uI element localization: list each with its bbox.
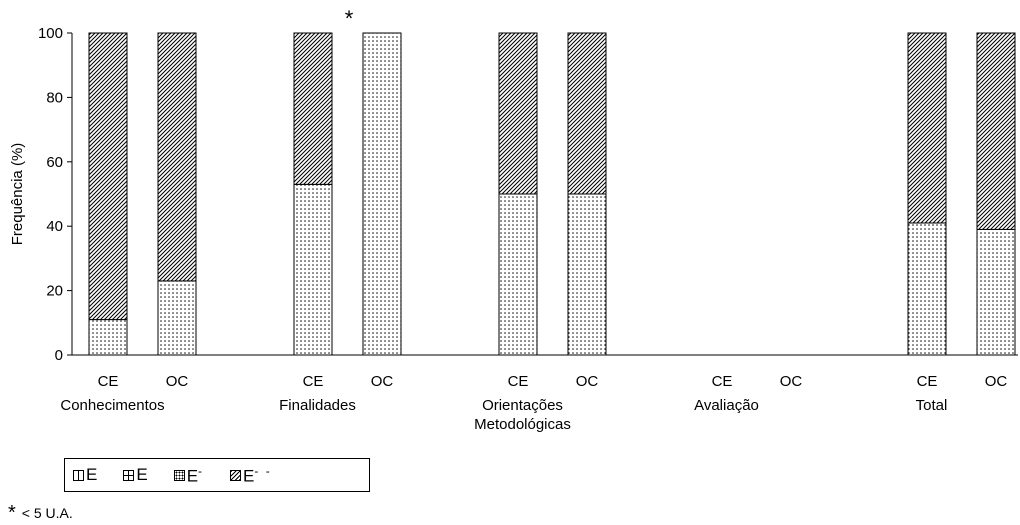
x-tick-label: CE bbox=[508, 373, 529, 390]
bar-segment-finalidades-oc-s2 bbox=[362, 32, 402, 356]
bar-segment-conhecimentos-ce-s2 bbox=[88, 319, 128, 356]
legend-label: E bbox=[136, 465, 148, 484]
bar-segment-finalidades-ce-s2 bbox=[293, 183, 333, 356]
legend-swatch bbox=[230, 469, 242, 481]
bar-segment-total-oc-s2 bbox=[976, 228, 1016, 356]
y-tick-label: 80 bbox=[46, 89, 63, 106]
legend-swatch bbox=[73, 469, 84, 481]
legend-item: E bbox=[73, 465, 97, 485]
x-tick-label: CE bbox=[917, 373, 938, 390]
x-tick-label: OC bbox=[985, 373, 1008, 390]
x-tick-label: CE bbox=[303, 373, 324, 390]
legend-label: E bbox=[86, 465, 98, 484]
bar-segment-total-ce-s2 bbox=[907, 222, 947, 356]
bar-marker-asterisk: * bbox=[345, 6, 354, 31]
bar-segment-total-ce-s3 bbox=[907, 32, 947, 224]
bar-segment-orienta-es-metodol-gicas-oc-s2 bbox=[567, 193, 607, 356]
legend-item: E bbox=[123, 465, 148, 485]
bar-segment-conhecimentos-oc-s2 bbox=[157, 280, 197, 356]
bar-segment-orienta-es-metodol-gicas-oc-s3 bbox=[567, 32, 607, 195]
bar-segment-conhecimentos-ce-s3 bbox=[88, 32, 128, 321]
y-tick-label: 0 bbox=[55, 347, 63, 364]
group-label: Finalidades bbox=[279, 397, 356, 414]
y-tick-label: 40 bbox=[46, 218, 63, 235]
bar-segment-finalidades-ce-s3 bbox=[293, 32, 333, 185]
footnote: * < 5 U.A. bbox=[8, 503, 73, 523]
axes: 0 20 40 60 80 100 Frequência (%) bbox=[9, 25, 1018, 364]
x-tick-label: OC bbox=[576, 373, 599, 390]
legend-label: E- bbox=[186, 463, 205, 486]
group-label: Orientações bbox=[482, 397, 563, 414]
legend-item: E- - bbox=[230, 464, 272, 487]
legend-swatch bbox=[123, 469, 135, 481]
x-tick-label: OC bbox=[371, 373, 394, 390]
x-tick-label: OC bbox=[780, 373, 803, 390]
y-tick-label: 20 bbox=[46, 283, 63, 300]
group-label: Metodológicas bbox=[474, 416, 571, 433]
legend: E E E- E- - bbox=[64, 458, 370, 492]
y-tick-label: 100 bbox=[38, 25, 63, 42]
legend-swatch bbox=[173, 469, 185, 481]
group-label: Total bbox=[916, 397, 948, 414]
x-tick-label: CE bbox=[98, 373, 119, 390]
footnote-text: < 5 U.A. bbox=[21, 505, 73, 521]
y-tick-label: 60 bbox=[46, 154, 63, 171]
bars bbox=[88, 32, 1016, 356]
group-label: Conhecimentos bbox=[60, 397, 164, 414]
legend-label: E- - bbox=[243, 463, 272, 486]
bar-segment-orienta-es-metodol-gicas-ce-s2 bbox=[498, 193, 538, 356]
group-label: Avaliação bbox=[694, 397, 759, 414]
x-tick-label: OC bbox=[166, 373, 189, 390]
legend-item: E- bbox=[173, 463, 205, 487]
x-tick-label: CE bbox=[712, 373, 733, 390]
y-axis-label: Frequência (%) bbox=[9, 143, 26, 246]
bar-segment-orienta-es-metodol-gicas-ce-s3 bbox=[498, 32, 538, 195]
bar-segment-conhecimentos-oc-s3 bbox=[157, 32, 197, 282]
bar-segment-total-oc-s3 bbox=[976, 32, 1016, 230]
footnote-symbol: * bbox=[8, 502, 16, 524]
